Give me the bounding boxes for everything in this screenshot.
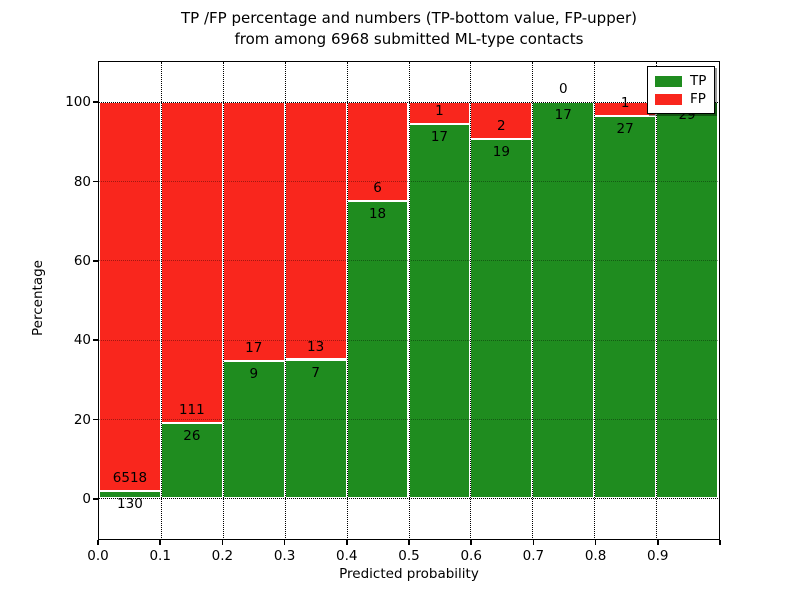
x-tick-label: 0.3 [273, 548, 296, 564]
bar-tp-segment [408, 123, 471, 499]
x-tick-label: 0.1 [149, 548, 171, 564]
legend-fp-swatch-icon [655, 93, 682, 105]
bar-fp-segment [346, 101, 409, 201]
bar-fp-count-label: 2 [497, 118, 506, 135]
bar-fp-segment [284, 101, 347, 360]
gridline-vertical [160, 62, 162, 538]
y-tick-mark [93, 101, 98, 103]
x-tick-mark [97, 540, 99, 545]
gridline-horizontal [99, 419, 718, 420]
bar-tp-segment [160, 423, 223, 499]
bar-fp-count-label: 6518 [112, 469, 148, 486]
y-tick-label: 80 [73, 173, 91, 190]
gridline-horizontal [99, 498, 718, 500]
bar-fp-count-label: 0 [558, 80, 568, 97]
x-tick-mark [346, 540, 348, 545]
bar-fp-count-label: 17 [245, 340, 263, 357]
y-tick-mark [93, 498, 98, 500]
x-tick-label: 0.4 [336, 548, 358, 564]
gridline-vertical [470, 62, 472, 538]
x-tick-label: 0.6 [460, 548, 482, 564]
bar-tp-count-label: 7 [311, 364, 320, 381]
x-tick-mark [408, 540, 410, 545]
x-tick-label: 0.5 [398, 548, 420, 564]
bar-tp-count-label: 130 [117, 495, 143, 512]
gridline-horizontal [99, 181, 718, 182]
y-axis-label: Percentage [30, 260, 46, 336]
bar-tp-segment [284, 359, 347, 499]
gridline-horizontal [99, 260, 718, 262]
bar-fp-segment [99, 101, 161, 491]
bar-fp-segment [222, 101, 285, 361]
chart-title-line2: from among 6968 submitted ML-type contac… [234, 30, 584, 48]
legend: TP FP [647, 66, 715, 114]
bar-fp-count-label: 1 [435, 102, 444, 119]
legend-tp-label: TP [690, 73, 707, 89]
x-tick-mark [470, 540, 472, 545]
y-tick-label: 60 [73, 252, 91, 269]
x-tick-mark [719, 540, 721, 545]
bar-fp-count-label: 111 [178, 402, 205, 419]
chart-title-line1: TP /FP percentage and numbers (TP-bottom… [181, 9, 637, 27]
y-tick-mark [93, 339, 98, 341]
gridline-vertical [284, 62, 286, 538]
gridline-vertical [346, 62, 348, 538]
y-tick-label: 40 [73, 332, 91, 349]
bar-tp-count-label: 26 [183, 428, 201, 445]
bar-tp-count-label: 17 [554, 106, 572, 123]
bar-fp-segment [160, 101, 223, 424]
plot-area: 6518 130 111 26 17 9 13 7 6 18 1 17 2 19 0 17 1 27 29 [98, 61, 720, 540]
legend-item-tp: TP [655, 74, 707, 88]
legend-tp-swatch-icon [655, 75, 682, 87]
gridline-vertical [594, 62, 596, 538]
bar-tp-segment [656, 101, 718, 499]
bar-fp-count-label: 1 [620, 94, 630, 111]
bar-tp-count-label: 17 [430, 128, 449, 145]
bar-tp-segment [346, 200, 409, 499]
bar-fp-count-label: 6 [373, 179, 382, 196]
y-tick-label: 100 [65, 94, 91, 111]
gridline-vertical [408, 62, 410, 538]
gridline-vertical [222, 62, 224, 538]
x-tick-label: 0.8 [584, 548, 607, 564]
y-tick-mark [93, 418, 98, 421]
x-tick-mark [283, 540, 286, 545]
x-tick-mark [532, 540, 535, 545]
bar-tp-count-label: 19 [492, 144, 510, 161]
bar-tp-segment [532, 101, 595, 499]
x-tick-mark [221, 540, 224, 545]
gridline-vertical [656, 62, 658, 538]
legend-item-fp: FP [655, 92, 707, 106]
bar-tp-count-label: 9 [249, 366, 259, 383]
x-tick-mark [657, 540, 659, 545]
x-tick-label: 0.0 [87, 548, 109, 564]
bar-tp-segment [594, 115, 657, 499]
gridline-horizontal [99, 101, 718, 103]
y-tick-label: 0 [82, 490, 91, 507]
x-tick-label: 0.2 [211, 548, 234, 564]
y-tick-label: 20 [73, 411, 91, 428]
x-axis-label: Predicted probability [339, 566, 479, 582]
x-tick-mark [594, 540, 597, 545]
y-tick-mark [93, 260, 98, 262]
y-tick-mark [93, 180, 98, 183]
x-tick-label: 0.9 [647, 548, 669, 564]
legend-fp-label: FP [690, 91, 706, 107]
bar-tp-count-label: 18 [368, 205, 387, 222]
bar-fp-count-label: 13 [307, 338, 325, 355]
bar-tp-count-label: 27 [616, 120, 634, 137]
x-tick-mark [159, 540, 161, 545]
bar-tp-segment [470, 139, 533, 499]
gridline-horizontal [99, 339, 718, 341]
gridline-vertical [532, 62, 534, 538]
x-tick-label: 0.7 [522, 548, 545, 564]
bar-tp-segment [99, 490, 161, 499]
